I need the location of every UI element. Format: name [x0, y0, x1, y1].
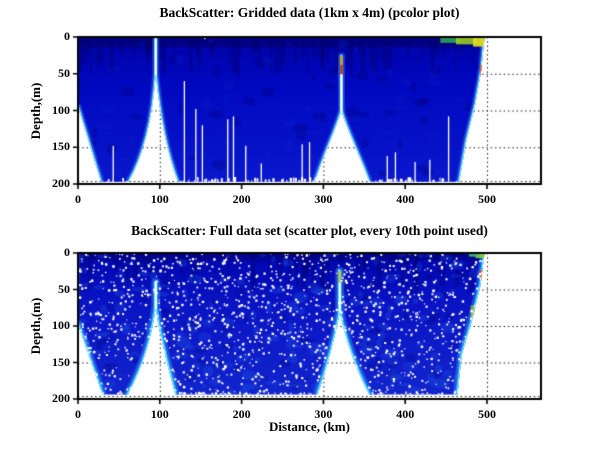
- y-tick-label: 0: [64, 29, 70, 43]
- x-tick-label: 200: [232, 407, 251, 421]
- x-tick-label: 500: [478, 407, 496, 421]
- y-tick-label: 200: [52, 176, 70, 190]
- x-axis-label: Distance, (km): [269, 419, 350, 434]
- y-tick-label: 0: [64, 245, 70, 259]
- x-tick-label: 300: [314, 407, 333, 421]
- y-tick-label: 50: [58, 281, 70, 296]
- x-tick-label: 400: [396, 407, 415, 421]
- y-tick-label: 150: [52, 354, 70, 369]
- y-tick-label: 200: [52, 391, 70, 405]
- y-tick-label: 100: [52, 318, 70, 332]
- x-tick-label: 0: [75, 192, 81, 206]
- x-tick-label: 100: [150, 192, 169, 206]
- x-tick-label: 500: [478, 192, 496, 206]
- x-tick-label: 200: [232, 192, 251, 206]
- x-tick-label: 0: [75, 407, 81, 421]
- x-tick-label: 300: [314, 192, 333, 206]
- pcolor-plot-title: BackScatter: Gridded data (1km x 4m) (pc…: [159, 5, 460, 20]
- x-tick-label: 400: [396, 192, 415, 206]
- y-tick-label: 150: [52, 139, 70, 154]
- x-tick-label: 100: [150, 407, 169, 421]
- y-tick-label: 50: [58, 65, 70, 80]
- y-tick-label: 100: [52, 102, 70, 117]
- scatter-plot-title: BackScatter: Full data set (scatter plot…: [131, 223, 488, 238]
